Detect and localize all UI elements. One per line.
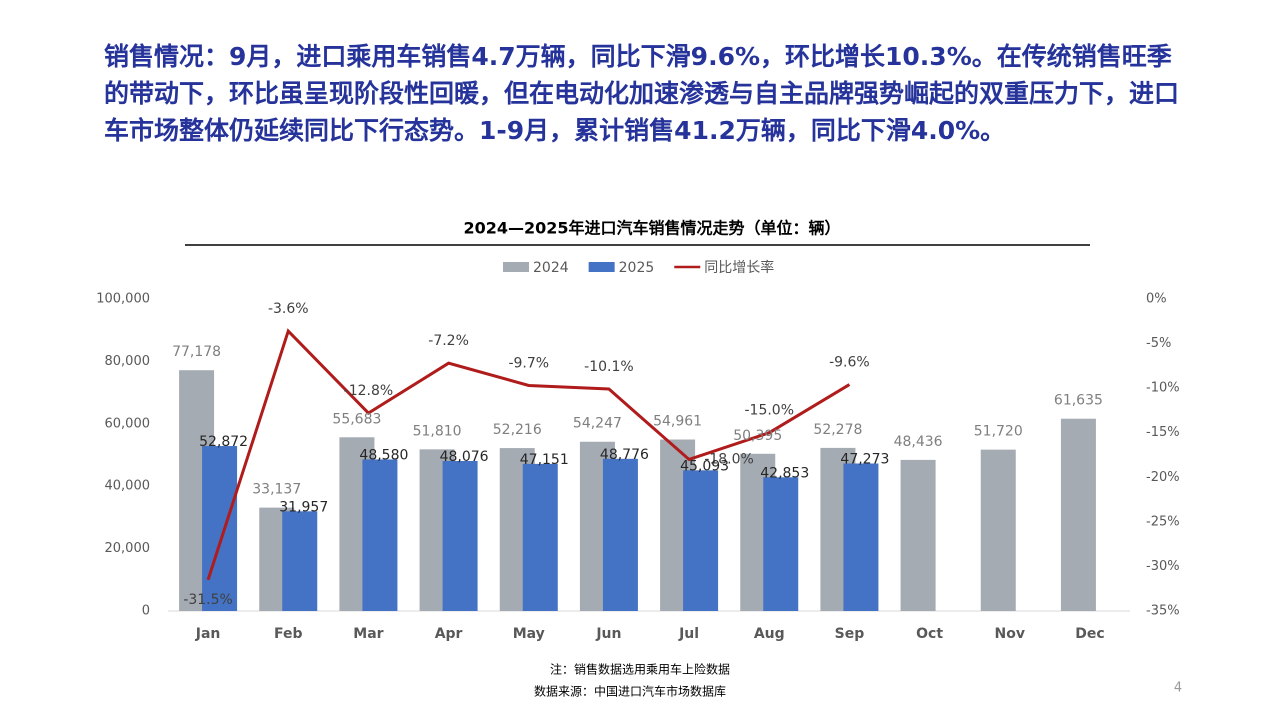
legend-swatch bbox=[503, 262, 529, 272]
y2-tick-label: -15% bbox=[1146, 425, 1180, 440]
line-value-label: -15.0% bbox=[744, 403, 794, 419]
bar bbox=[1060, 418, 1096, 611]
line-value-label: -9.6% bbox=[829, 355, 870, 371]
bar-value-label: 51,720 bbox=[974, 424, 1023, 440]
legend-label: 2025 bbox=[619, 260, 655, 276]
x-tick-label: Mar bbox=[353, 626, 383, 642]
x-tick-label: Jul bbox=[678, 626, 699, 642]
y2-tick-label: -5% bbox=[1146, 336, 1171, 351]
bar bbox=[282, 511, 318, 611]
bar-value-label: 48,436 bbox=[894, 434, 943, 450]
chart-title: 2024—2025年进口汽车销售情况走势（单位：辆） bbox=[463, 219, 840, 238]
y2-tick-label: 0% bbox=[1146, 292, 1167, 307]
bar-value-label: 51,810 bbox=[413, 423, 462, 439]
y2-tick-label: -35% bbox=[1146, 604, 1180, 619]
x-tick-label: Jan bbox=[195, 626, 221, 642]
y-tick-label: 0 bbox=[142, 604, 150, 619]
headline: 销售情况：9月，进口乘用车销售4.7万辆，同比下滑9.6%，环比增长10.3%。… bbox=[104, 42, 1180, 145]
bar-value-label: 77,178 bbox=[172, 344, 221, 360]
x-tick-label: Sep bbox=[835, 626, 865, 642]
bar bbox=[843, 463, 879, 611]
bar-value-label: 47,273 bbox=[840, 452, 889, 468]
x-tick-label: Feb bbox=[274, 626, 303, 642]
line-value-label: -12.8% bbox=[344, 383, 394, 399]
y-tick-label: 20,000 bbox=[105, 541, 151, 556]
bar-value-label: 52,216 bbox=[493, 422, 542, 438]
bar-value-label: 54,247 bbox=[573, 416, 622, 432]
x-tick-label: Aug bbox=[754, 626, 785, 642]
bar-value-label: 31,957 bbox=[279, 499, 328, 515]
x-tick-label: Oct bbox=[916, 626, 943, 642]
bar bbox=[362, 459, 398, 611]
line-value-label: -3.6% bbox=[268, 301, 309, 317]
bar-value-label: 45,093 bbox=[680, 458, 729, 474]
bar bbox=[602, 458, 638, 611]
y-tick-label: 80,000 bbox=[105, 354, 151, 369]
y-tick-label: 60,000 bbox=[105, 416, 151, 431]
bar-value-label: 48,776 bbox=[600, 447, 649, 463]
bar bbox=[442, 461, 478, 611]
bar-value-label: 52,278 bbox=[813, 422, 862, 438]
line-value-label: -7.2% bbox=[428, 333, 469, 349]
y-tick-label: 40,000 bbox=[105, 479, 151, 494]
x-tick-label: Dec bbox=[1075, 626, 1104, 642]
x-tick-label: Nov bbox=[995, 626, 1025, 642]
line bbox=[206, 328, 851, 581]
line-value-label: -9.7% bbox=[508, 355, 549, 371]
line-value-label: -18.0% bbox=[704, 451, 754, 467]
legend-label: 同比增长率 bbox=[704, 259, 774, 276]
x-tick-label: Jun bbox=[595, 626, 621, 642]
bar bbox=[522, 463, 558, 611]
bar-value-label: 48,076 bbox=[440, 449, 489, 465]
y2-tick-label: -25% bbox=[1146, 514, 1180, 529]
bar-value-label: 55,683 bbox=[332, 411, 381, 427]
legend-label: 2024 bbox=[533, 260, 569, 276]
bar-value-label: 33,137 bbox=[252, 482, 301, 498]
bar bbox=[900, 459, 936, 611]
y2-tick-label: -30% bbox=[1146, 559, 1180, 574]
line-value-label: -10.1% bbox=[584, 359, 634, 375]
y2-tick-label: -20% bbox=[1146, 470, 1180, 485]
bar-value-label: 61,635 bbox=[1054, 393, 1103, 409]
bar bbox=[202, 446, 238, 611]
bar-value-label: 42,853 bbox=[760, 465, 809, 481]
x-tick-label: May bbox=[513, 626, 545, 642]
note: 注：销售数据选用乘用车上险数据 bbox=[550, 662, 730, 677]
y-tick-label: 100,000 bbox=[96, 292, 150, 307]
bar-value-label: 52,872 bbox=[199, 434, 248, 450]
page-number: 4 bbox=[1174, 681, 1182, 696]
bar bbox=[683, 470, 719, 611]
bar bbox=[763, 477, 799, 611]
legend-swatch bbox=[588, 262, 615, 272]
note: 数据来源：中国进口汽车市场数据库 bbox=[534, 684, 726, 699]
line-value-label: -31.5% bbox=[183, 592, 233, 608]
y2-tick-label: -10% bbox=[1146, 381, 1180, 396]
x-tick-label: Apr bbox=[435, 626, 463, 642]
bar-value-label: 47,151 bbox=[520, 452, 569, 468]
bar-value-label: 54,961 bbox=[653, 414, 702, 430]
bar-value-label: 50,395 bbox=[733, 428, 782, 444]
bar-value-label: 48,580 bbox=[359, 447, 408, 463]
bar bbox=[980, 449, 1016, 611]
